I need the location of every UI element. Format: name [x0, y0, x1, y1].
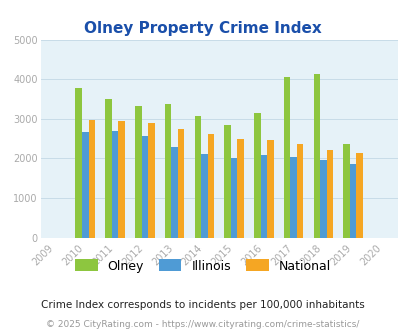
Bar — [177, 129, 184, 238]
Bar — [283, 77, 290, 238]
Text: Crime Index corresponds to incidents per 100,000 inhabitants: Crime Index corresponds to incidents per… — [41, 300, 364, 310]
Bar — [88, 120, 95, 238]
Bar — [237, 139, 243, 238]
Bar — [111, 131, 118, 238]
Bar — [118, 121, 125, 238]
Bar — [313, 75, 320, 238]
Bar — [349, 164, 356, 238]
Bar — [230, 158, 237, 238]
Bar — [134, 106, 141, 238]
Bar — [343, 144, 349, 238]
Bar — [194, 116, 200, 238]
Bar — [82, 132, 88, 238]
Bar — [75, 88, 82, 238]
Bar — [320, 160, 326, 238]
Bar — [326, 150, 333, 238]
Text: © 2025 CityRating.com - https://www.cityrating.com/crime-statistics/: © 2025 CityRating.com - https://www.city… — [46, 319, 359, 329]
Bar — [171, 147, 177, 238]
Bar — [141, 136, 148, 238]
Legend: Olney, Illinois, National: Olney, Illinois, National — [75, 259, 330, 273]
Bar — [105, 99, 111, 238]
Bar — [254, 113, 260, 238]
Bar — [290, 157, 296, 238]
Text: Olney Property Crime Index: Olney Property Crime Index — [84, 20, 321, 36]
Bar — [260, 155, 266, 238]
Bar — [207, 134, 214, 238]
Bar — [356, 153, 362, 238]
Bar — [224, 125, 230, 238]
Bar — [164, 104, 171, 238]
Bar — [266, 140, 273, 238]
Bar — [296, 144, 303, 238]
Bar — [200, 154, 207, 238]
Bar — [148, 123, 154, 238]
